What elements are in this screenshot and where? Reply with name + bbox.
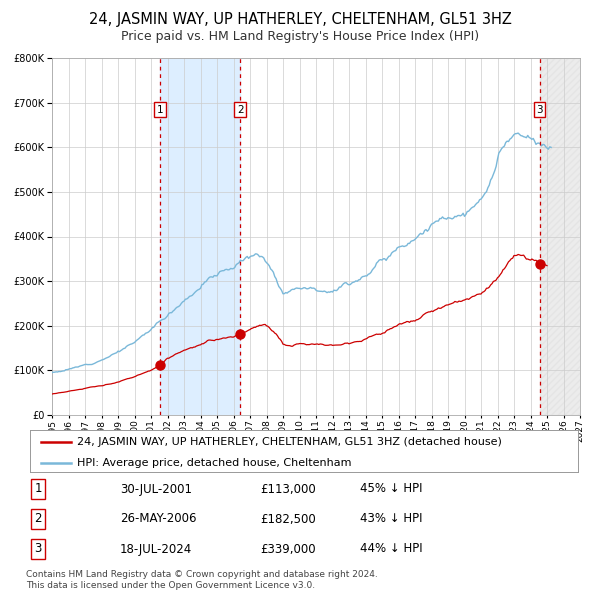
Text: 24, JASMIN WAY, UP HATHERLEY, CHELTENHAM, GL51 3HZ (detached house): 24, JASMIN WAY, UP HATHERLEY, CHELTENHAM… xyxy=(77,437,502,447)
Text: 3: 3 xyxy=(34,542,41,556)
Text: 26-MAY-2006: 26-MAY-2006 xyxy=(120,513,197,526)
Text: 24, JASMIN WAY, UP HATHERLEY, CHELTENHAM, GL51 3HZ: 24, JASMIN WAY, UP HATHERLEY, CHELTENHAM… xyxy=(89,12,511,27)
Text: 30-JUL-2001: 30-JUL-2001 xyxy=(120,483,192,496)
Bar xyxy=(160,58,240,415)
Text: 3: 3 xyxy=(536,105,543,115)
Text: 18-JUL-2024: 18-JUL-2024 xyxy=(120,542,192,556)
Text: 1: 1 xyxy=(34,483,42,496)
Text: Contains HM Land Registry data © Crown copyright and database right 2024.: Contains HM Land Registry data © Crown c… xyxy=(26,570,378,579)
Text: 1: 1 xyxy=(157,105,164,115)
Text: 43% ↓ HPI: 43% ↓ HPI xyxy=(360,513,422,526)
Text: This data is licensed under the Open Government Licence v3.0.: This data is licensed under the Open Gov… xyxy=(26,581,315,590)
Text: 45% ↓ HPI: 45% ↓ HPI xyxy=(360,483,422,496)
Text: 2: 2 xyxy=(34,513,42,526)
Bar xyxy=(539,58,588,415)
Text: £113,000: £113,000 xyxy=(260,483,316,496)
Text: HPI: Average price, detached house, Cheltenham: HPI: Average price, detached house, Chel… xyxy=(77,458,351,468)
Text: 2: 2 xyxy=(237,105,244,115)
Text: £339,000: £339,000 xyxy=(260,542,316,556)
Text: Price paid vs. HM Land Registry's House Price Index (HPI): Price paid vs. HM Land Registry's House … xyxy=(121,30,479,43)
Text: £182,500: £182,500 xyxy=(260,513,316,526)
Text: 44% ↓ HPI: 44% ↓ HPI xyxy=(360,542,422,556)
